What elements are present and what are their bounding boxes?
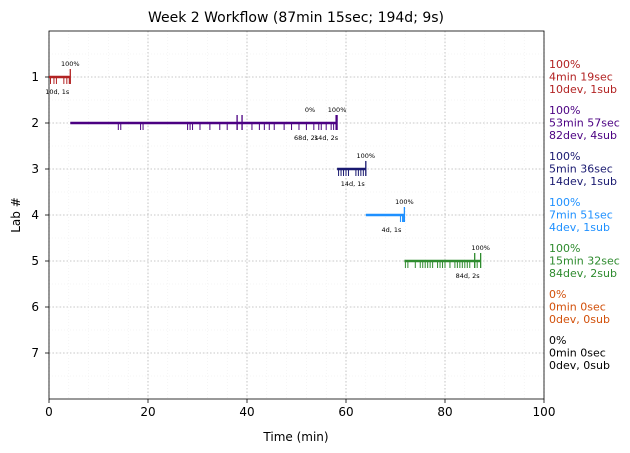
y-tick-label: 7 <box>31 346 39 360</box>
summary-line: 100% <box>549 150 580 163</box>
pct-label-secondary: 0% <box>305 106 315 114</box>
summary-line: 0dev, 0sub <box>549 359 610 372</box>
summary-line: 100% <box>549 242 580 255</box>
x-tick-label: 80 <box>437 405 452 419</box>
x-axis-label: Time (min) <box>262 430 328 444</box>
stat-label: 68d, 2s <box>294 134 319 142</box>
summary-line: 0dev, 0sub <box>549 313 610 326</box>
stat-label: 84d, 2s <box>456 272 481 280</box>
summary-line: 0min 0sec <box>549 301 606 314</box>
lab-7-summary: 0% 0min 0sec 0dev, 0sub <box>549 334 610 372</box>
pct-label: 100% <box>61 60 80 68</box>
summary-line: 84dev, 2sub <box>549 267 617 280</box>
lab-6-summary: 0% 0min 0sec 0dev, 0sub <box>549 288 610 326</box>
summary-line: 82dev, 4sub <box>549 129 617 142</box>
y-tick-label: 4 <box>31 208 39 222</box>
pct-label: 100% <box>357 152 376 160</box>
pct-label: 100% <box>395 198 414 206</box>
y-tick-label: 2 <box>31 116 39 130</box>
lab-1-timeline: 100% 10d, 1s <box>45 60 79 96</box>
x-tick-label: 40 <box>239 405 254 419</box>
pct-label: 100% <box>328 106 347 114</box>
lab-2-summary: 100% 53min 57sec 82dev, 4sub <box>549 104 620 142</box>
summary-line: 100% <box>549 196 580 209</box>
summary-line: 5min 36sec <box>549 163 613 176</box>
x-tick-label: 0 <box>45 405 53 419</box>
y-tick-label: 1 <box>31 70 39 84</box>
lab-1-summary: 100% 4min 19sec 10dev, 1sub <box>549 58 617 96</box>
y-axis-label: Lab # <box>9 197 23 233</box>
summary-line: 0min 0sec <box>549 347 606 360</box>
x-tick-label: 100 <box>533 405 556 419</box>
y-tick-label: 5 <box>31 254 39 268</box>
summary-line: 53min 57sec <box>549 117 620 130</box>
summary-line: 15min 32sec <box>549 255 620 268</box>
summary-line: 4dev, 1sub <box>549 221 610 234</box>
summary-line: 10dev, 1sub <box>549 83 617 96</box>
stat-label-secondary: 14d, 2s <box>314 134 339 142</box>
summary-line: 0% <box>549 288 566 301</box>
chart-title: Week 2 Workflow (87min 15sec; 194d; 9s) <box>148 10 444 26</box>
lab-5-summary: 100% 15min 32sec 84dev, 2sub <box>549 242 620 280</box>
lab-3-summary: 100% 5min 36sec 14dev, 1sub <box>549 150 617 188</box>
y-tick-label: 3 <box>31 162 39 176</box>
y-tick-label: 6 <box>31 300 39 314</box>
x-axis-ticks: 0 20 40 60 80 100 <box>45 399 555 419</box>
summary-line: 100% <box>549 104 580 117</box>
summary-line: 4min 19sec <box>549 71 613 84</box>
stat-label: 4d, 1s <box>381 226 402 234</box>
x-tick-label: 60 <box>338 405 353 419</box>
stat-label: 14d, 1s <box>341 180 366 188</box>
pct-label: 100% <box>471 244 490 252</box>
summary-line: 14dev, 1sub <box>549 175 617 188</box>
lab-3-timeline: 100% 14d, 1s <box>337 152 375 188</box>
y-axis-ticks: 1 2 3 4 5 6 7 <box>31 70 49 360</box>
x-tick-label: 20 <box>140 405 155 419</box>
summary-line: 7min 51sec <box>549 209 613 222</box>
summary-line: 100% <box>549 58 580 71</box>
lab-4-timeline: 100% 4d, 1s <box>365 198 414 234</box>
lab-4-summary: 100% 7min 51sec 4dev, 1sub <box>549 196 613 234</box>
summary-line: 0% <box>549 334 566 347</box>
lab-5-timeline: 100% 84d, 2s <box>404 244 490 280</box>
stat-label: 10d, 1s <box>45 88 70 96</box>
